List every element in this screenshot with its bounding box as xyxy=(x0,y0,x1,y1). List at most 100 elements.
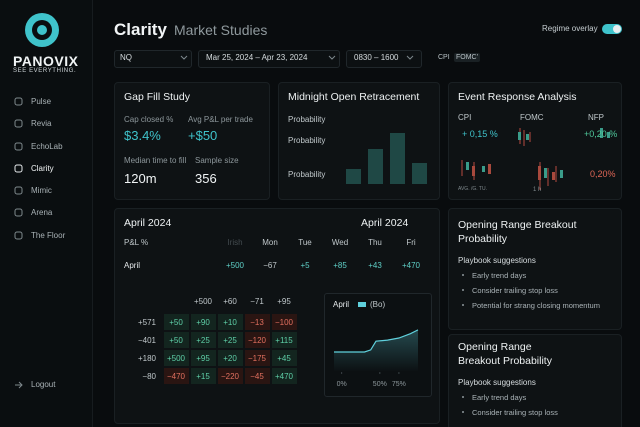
bar xyxy=(412,163,427,184)
column-header: P&L % xyxy=(124,238,149,247)
heat-cell-bg xyxy=(245,368,270,384)
heat-cell-bg xyxy=(164,332,189,348)
nav-icon xyxy=(14,208,23,217)
event-value: +0,20 % xyxy=(584,129,618,139)
column-header: Mon xyxy=(262,238,278,247)
column-header: Irish xyxy=(227,238,243,247)
x-tick-label: 50% xyxy=(372,381,387,388)
card-title: Breakout Probability xyxy=(458,355,552,367)
bullet xyxy=(462,396,464,398)
stat-value: 356 xyxy=(195,171,217,186)
list-item: Early trend days xyxy=(472,271,527,280)
event-chip[interactable]: FOMC' xyxy=(454,53,480,62)
heat-cell: +470 xyxy=(274,372,294,381)
stat-label: Sample size xyxy=(195,156,239,165)
card-title: Opening Range Breakout Probability xyxy=(458,219,577,246)
event-name: CPI xyxy=(458,113,472,122)
row-label: +571 xyxy=(137,318,156,327)
nav-item[interactable]: Arena xyxy=(31,208,53,217)
bullet xyxy=(462,304,464,306)
column-header: Thu xyxy=(368,238,382,247)
heat-cell: −470 xyxy=(166,372,186,381)
nav-item[interactable]: Revia xyxy=(31,119,52,128)
heat-cell-bg xyxy=(191,332,216,348)
axis-label: 1 h xyxy=(533,187,542,193)
nav-item[interactable]: EchoLab xyxy=(31,142,63,151)
heat-cell: +115 xyxy=(275,336,293,345)
heat-cell: −120 xyxy=(247,336,267,345)
cell: +85 xyxy=(333,261,347,270)
heat-cell: +25 xyxy=(196,336,210,345)
nav-item[interactable]: Mimic xyxy=(31,186,52,195)
stat-value: 120m xyxy=(124,171,157,186)
filter-value: NQ xyxy=(120,53,132,62)
heat-cell-bg xyxy=(245,350,270,366)
bar xyxy=(390,133,405,184)
event-value: + 0,15 % xyxy=(462,129,498,139)
heat-cell-bg xyxy=(164,314,189,330)
nav-item[interactable]: The Floor xyxy=(31,231,66,240)
heat-cell-bg xyxy=(191,350,216,366)
x-tick-label: 0% xyxy=(336,381,347,388)
heat-cell-bg xyxy=(164,368,189,384)
stat-label: Avg P&L per trade xyxy=(188,115,253,124)
bar xyxy=(346,169,361,184)
heat-cell: −175 xyxy=(247,354,267,363)
dropdown[interactable] xyxy=(114,50,192,68)
heat-cell: −220 xyxy=(220,372,240,381)
page-subtitle: Market Studies xyxy=(174,22,268,38)
subtitle: Playbook suggestions xyxy=(458,256,536,265)
card-title: April 2024 xyxy=(361,217,409,229)
row-label: April xyxy=(124,261,141,270)
nav-icon xyxy=(14,119,23,128)
nav-item[interactable]: Clarity xyxy=(31,164,54,173)
heat-cell: +10 xyxy=(223,318,237,327)
toggle-label: Regime overlay xyxy=(542,24,598,33)
logout[interactable]: Logout xyxy=(31,380,56,389)
axis-label: AVG. /G. TU. xyxy=(458,186,487,192)
event-chip[interactable]: CPI xyxy=(438,54,450,61)
card-title: Event Response Analysis xyxy=(458,91,577,103)
heat-cell-bg xyxy=(218,332,243,348)
dropdown[interactable] xyxy=(198,50,340,68)
heat-cell-bg xyxy=(245,332,270,348)
legend-swatch xyxy=(358,302,366,307)
nav-icon xyxy=(14,97,23,106)
card-title: April 2024 xyxy=(124,217,172,229)
heat-cell-bg xyxy=(191,314,216,330)
dropdown[interactable] xyxy=(346,50,422,68)
stat-label: Cap closed % xyxy=(124,115,174,124)
chart-title: April xyxy=(333,300,350,309)
axis-label: Probability xyxy=(288,115,326,124)
tagline: SEE EVERYTHING. xyxy=(13,68,77,74)
column-header: Tue xyxy=(298,238,312,247)
nav-item[interactable]: Pulse xyxy=(31,97,52,106)
bullet xyxy=(462,289,464,291)
card xyxy=(114,82,270,200)
x-tick-label: 75% xyxy=(391,381,406,388)
line xyxy=(334,329,419,353)
row-label: −80 xyxy=(142,372,156,381)
stat-value: +$50 xyxy=(188,128,218,143)
axis-label: Probability xyxy=(288,170,326,179)
logout-icon xyxy=(15,381,23,389)
card-title: Opening Range xyxy=(458,341,532,353)
nav-icon xyxy=(14,164,23,173)
cell: +470 xyxy=(401,261,421,270)
cell: +500 xyxy=(225,261,245,270)
heat-cell-bg xyxy=(218,350,243,366)
filter-value: 0830 – 1600 xyxy=(354,53,399,62)
card xyxy=(448,208,622,330)
heat-cell: +15 xyxy=(196,372,210,381)
cell: −67 xyxy=(263,261,277,270)
heat-cell: +20 xyxy=(223,354,237,363)
cell: +43 xyxy=(368,261,382,270)
heat-cell: −45 xyxy=(250,372,264,381)
heat-cell-bg xyxy=(191,368,216,384)
heat-cell: +45 xyxy=(277,354,291,363)
column-header: +500 xyxy=(193,297,213,306)
stat-value: $3.4% xyxy=(124,128,161,143)
event-value: 0,20% xyxy=(590,169,616,179)
heat-cell-bg xyxy=(272,332,297,348)
